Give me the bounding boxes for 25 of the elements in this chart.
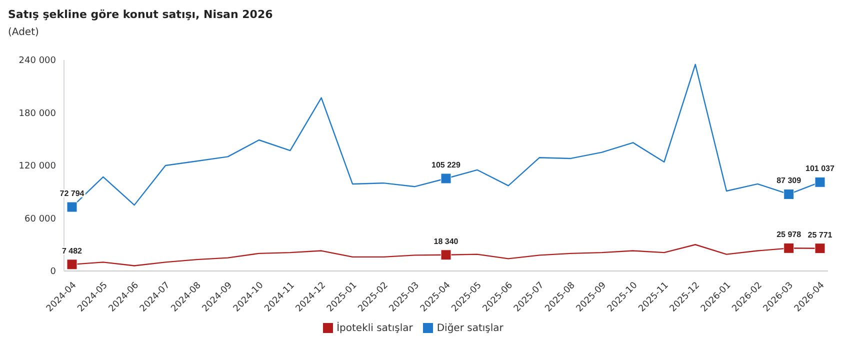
point bbox=[814, 243, 826, 254]
point bbox=[66, 259, 78, 270]
y-tick-label: 180 000 bbox=[18, 108, 56, 119]
data-label: 25 771 bbox=[808, 230, 833, 240]
point bbox=[440, 250, 452, 260]
chart-subtitle: (Adet) bbox=[8, 27, 40, 38]
data-label: 101 037 bbox=[806, 164, 836, 174]
y-tick-label: 240 000 bbox=[18, 56, 56, 66]
chart-title: Satış şekline göre konut satışı, Nisan 2026 bbox=[8, 8, 274, 21]
legend-label: İpotekli satışlar bbox=[336, 323, 413, 334]
y-tick-label: 120 000 bbox=[18, 162, 56, 172]
point bbox=[784, 188, 794, 200]
legend-label: Diğer satışlar bbox=[436, 323, 504, 334]
y-tick-label: 0 bbox=[50, 267, 56, 278]
data-label: 25 978 bbox=[776, 230, 802, 240]
point bbox=[440, 173, 452, 184]
data-label: 7 482 bbox=[62, 246, 83, 256]
point bbox=[66, 202, 78, 212]
point bbox=[784, 242, 794, 254]
y-tick-label: 60 000 bbox=[24, 214, 56, 224]
point bbox=[814, 176, 826, 188]
data-label: 18 340 bbox=[434, 236, 459, 246]
data-label: 87 309 bbox=[776, 176, 802, 186]
data-label: 72 794 bbox=[60, 189, 85, 198]
data-label: 105 229 bbox=[432, 160, 462, 170]
